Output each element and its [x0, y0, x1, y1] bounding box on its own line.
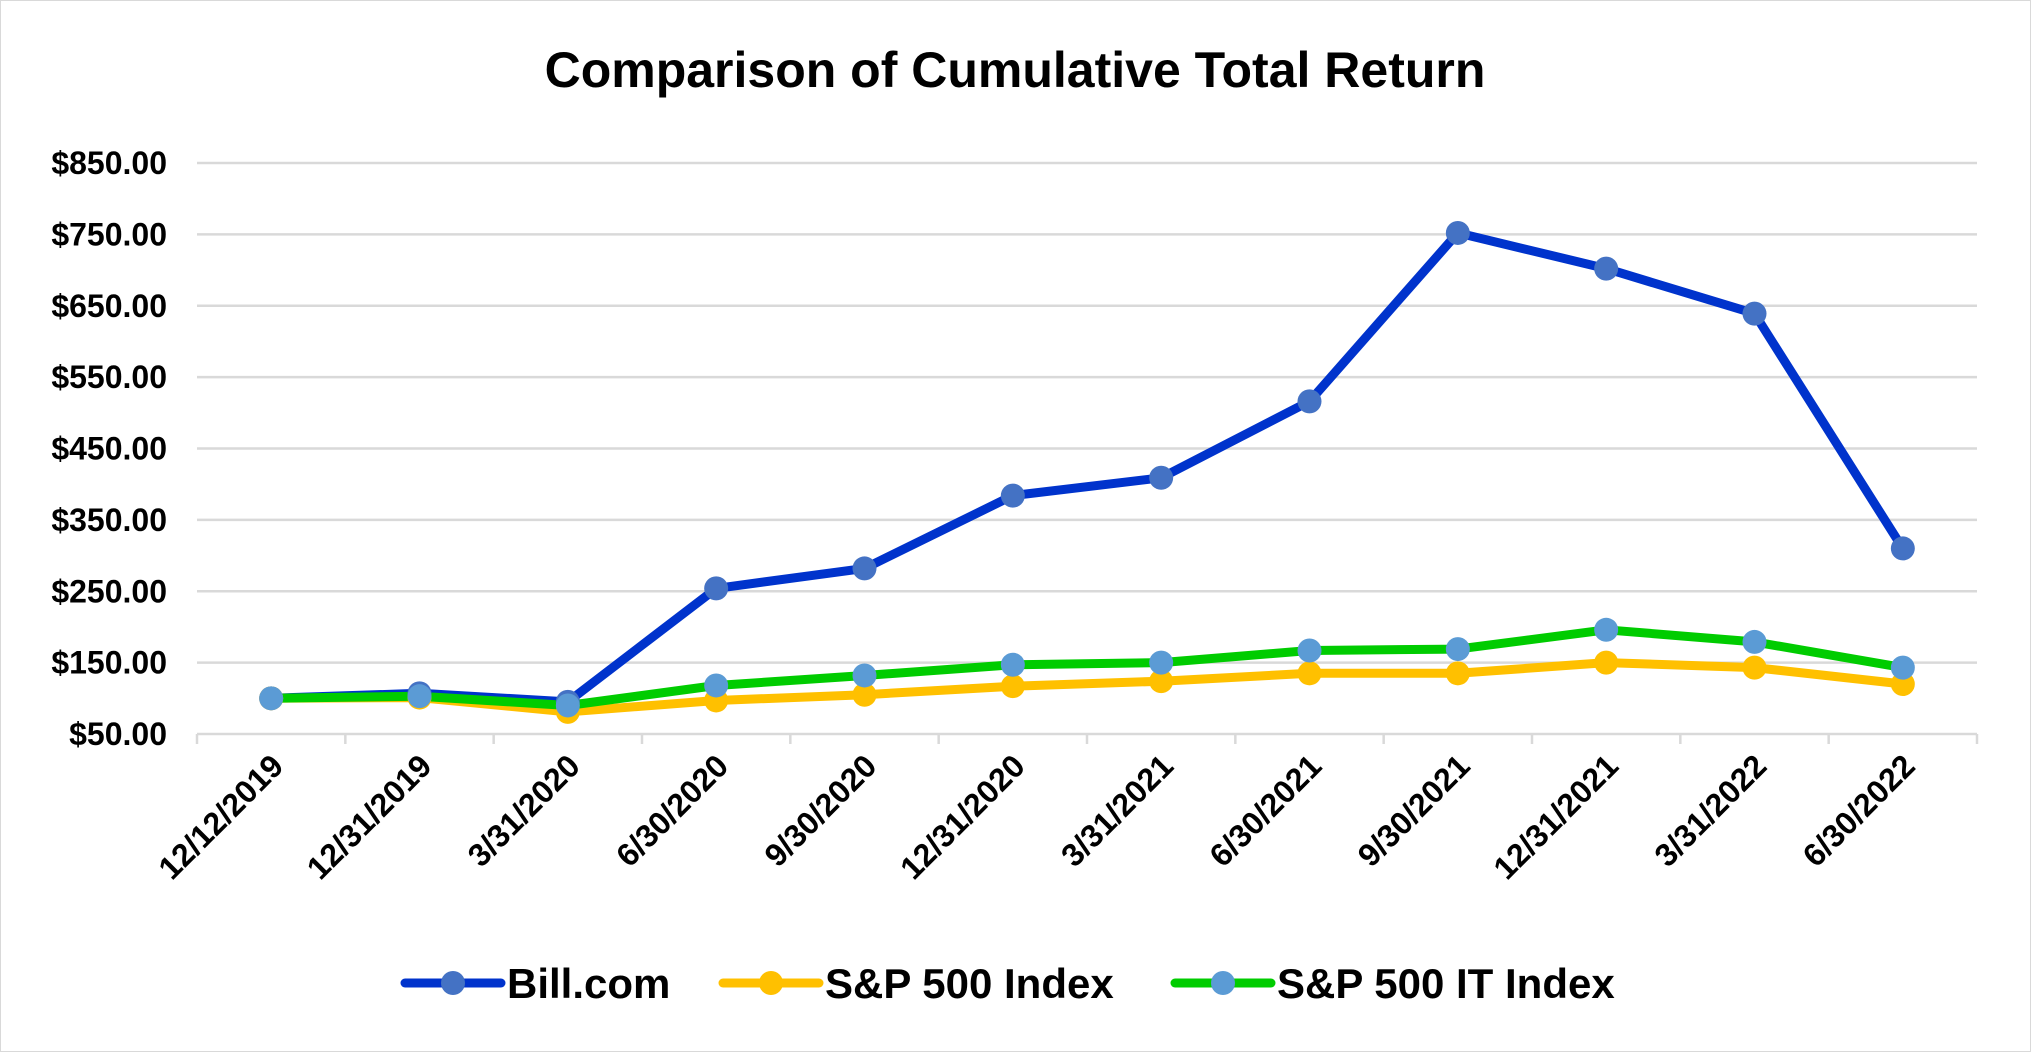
x-tick-label: 12/31/2021	[1486, 747, 1625, 886]
data-point	[1742, 301, 1767, 326]
data-point	[1297, 389, 1322, 414]
data-point	[1890, 672, 1915, 697]
data-point	[1149, 669, 1174, 694]
data-point	[1445, 661, 1470, 686]
series-line-2	[266, 625, 1908, 710]
data-point	[1445, 637, 1470, 662]
data-point	[1594, 650, 1619, 675]
x-tick-label: 3/31/2021	[1054, 747, 1180, 873]
data-point	[1742, 629, 1767, 654]
legend-swatch-marker	[1211, 971, 1235, 995]
x-tick-label: 6/30/2021	[1202, 747, 1328, 873]
legend-item: S&P 500 IT Index	[1170, 960, 1615, 1007]
data-point	[1445, 220, 1470, 245]
data-point	[704, 673, 729, 698]
legend-swatch-marker	[441, 971, 465, 995]
data-point	[852, 663, 877, 688]
legend-label: S&P 500 IT Index	[1277, 960, 1615, 1007]
y-tick-label: $650.00	[51, 288, 167, 324]
data-point	[407, 684, 432, 709]
data-point	[1890, 536, 1915, 561]
legend: Bill.com S&P 500 Index S&P 500 IT Index	[400, 960, 1615, 1007]
y-tick-label: $450.00	[51, 431, 167, 467]
data-point	[1000, 652, 1025, 677]
data-point	[1297, 638, 1322, 663]
x-tick-label: 12/31/2019	[300, 747, 439, 886]
data-point	[1742, 655, 1767, 680]
y-tick-label: $550.00	[51, 359, 167, 395]
data-point	[1297, 661, 1322, 686]
x-tick-label: 9/30/2020	[757, 747, 883, 873]
series-lines	[266, 228, 1908, 717]
y-axis-tick-labels: $50.00 $150.00 $250.00 $350.00 $450.00 $550.0…	[51, 145, 167, 752]
data-point	[852, 682, 877, 707]
legend-item: S&P 500 Index	[718, 960, 1114, 1007]
x-axis: 12/12/2019 12/31/2019 3/31/2020 6/30/2020 9/…	[151, 732, 1979, 886]
gridlines	[197, 161, 1977, 664]
legend-swatch-marker	[759, 971, 783, 995]
data-point	[1594, 256, 1619, 281]
data-point	[1594, 617, 1619, 642]
series-line-1	[266, 658, 1908, 717]
data-point	[1149, 465, 1174, 490]
y-tick-label: $750.00	[51, 216, 167, 252]
data-point	[1000, 483, 1025, 508]
data-point	[852, 556, 877, 581]
chart-title: Comparison of Cumulative Total Return	[545, 42, 1486, 98]
data-point	[1149, 650, 1174, 675]
x-tick-label: 6/30/2022	[1796, 747, 1922, 873]
legend-label: S&P 500 Index	[825, 960, 1114, 1007]
data-point	[555, 693, 580, 718]
data-point	[704, 576, 729, 601]
data-point	[259, 686, 284, 711]
x-tick-label: 3/31/2020	[461, 747, 587, 873]
x-tick-label: 12/31/2020	[893, 747, 1032, 886]
y-tick-label: $350.00	[51, 502, 167, 538]
x-tick-label: 9/30/2021	[1351, 747, 1477, 873]
x-tick-label: 3/31/2022	[1647, 747, 1773, 873]
data-point	[1890, 655, 1915, 680]
y-tick-label: $850.00	[51, 145, 167, 181]
x-tick-label: 6/30/2020	[609, 747, 735, 873]
y-tick-label: $150.00	[51, 645, 167, 681]
y-tick-label: $250.00	[51, 573, 167, 609]
legend-item: Bill.com	[400, 960, 670, 1007]
legend-label: Bill.com	[507, 960, 670, 1007]
series-markers	[259, 220, 1915, 724]
data-point	[1000, 674, 1025, 699]
y-tick-label: $50.00	[69, 716, 167, 752]
x-tick-label: 12/12/2019	[151, 747, 290, 886]
